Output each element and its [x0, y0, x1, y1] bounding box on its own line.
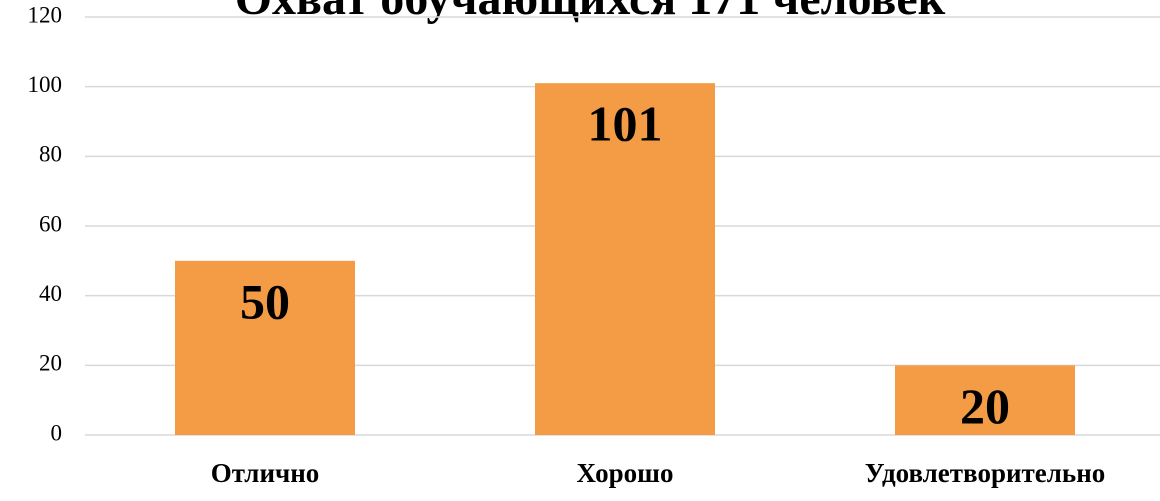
- y-tick-label: 120: [28, 2, 63, 27]
- bar: [535, 83, 715, 435]
- x-tick-label: Удовлетворительно: [865, 458, 1106, 488]
- y-tick-label: 40: [39, 281, 62, 306]
- x-tick-label: Отлично: [211, 458, 320, 488]
- chart-title: Охват обучающихся 171 человек: [235, 0, 946, 25]
- data-label: 20: [960, 378, 1010, 434]
- y-tick-label: 60: [39, 211, 62, 236]
- data-label: 101: [588, 96, 663, 152]
- y-tick-label: 0: [51, 420, 63, 445]
- y-tick-label: 20: [39, 351, 62, 376]
- y-tick-label: 100: [28, 72, 63, 97]
- x-tick-label: Хорошо: [577, 458, 674, 488]
- data-label: 50: [240, 273, 290, 329]
- y-tick-label: 80: [39, 142, 62, 167]
- bar: [895, 365, 1075, 435]
- bar: [175, 260, 355, 435]
